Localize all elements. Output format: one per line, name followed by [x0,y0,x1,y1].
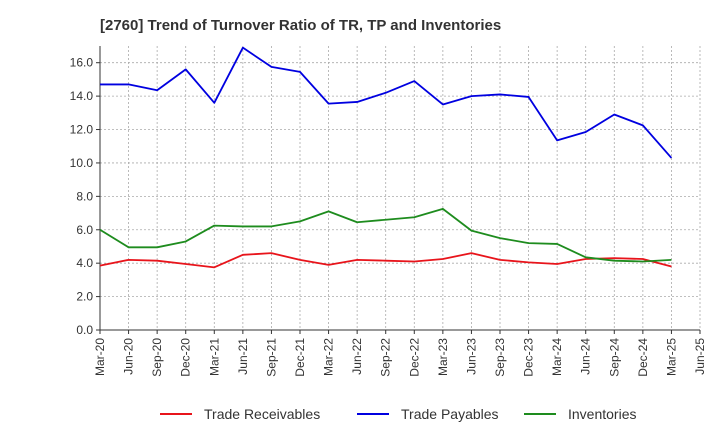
x-tick-label: Jun-21 [236,338,250,375]
y-tick-label: 0.0 [76,323,93,337]
x-tick-label: Jun-25 [693,338,707,375]
chart-title: [2760] Trend of Turnover Ratio of TR, TP… [100,17,501,34]
x-tick-label: Sep-20 [150,338,164,377]
series-line-3 [99,207,672,263]
x-tick-label: Dec-22 [407,338,421,377]
gridlines [99,46,701,331]
series-line-2 [100,46,673,159]
series-lines [99,46,673,269]
legend: Trade Receivables Trade Payables Inventori… [160,406,636,422]
y-tick-label: 6.0 [76,223,93,237]
x-tick-label: Sep-23 [493,338,507,377]
y-tick-label: 8.0 [76,189,93,203]
y-tick-label: 14.0 [70,89,94,103]
x-tick-label: Dec-23 [522,338,536,377]
legend-label: Inventories [568,406,636,422]
series-line-1 [99,252,672,269]
x-tick-label: Dec-24 [636,338,650,377]
x-tick-label: Mar-22 [322,338,336,376]
x-tick-label: Mar-23 [436,338,450,376]
x-tick-label: Mar-24 [550,338,564,376]
legend-label: Trade Payables [401,406,499,422]
x-tick-label: Jun-23 [464,338,478,375]
x-tick-label: Jun-20 [122,338,136,375]
y-tick-label: 12.0 [70,123,94,137]
x-tick-label: Dec-20 [179,338,193,377]
y-tick-label: 16.0 [70,56,94,70]
x-axis-ticks: Mar-20 Jun-20 Sep-20 Dec-20 Mar-21 Jun-21 Sep-… [93,330,707,377]
legend-label: Trade Receivables [204,406,320,422]
x-tick-label: Jun-22 [350,338,364,375]
x-tick-label: Mar-21 [207,338,221,376]
y-tick-label: 2.0 [76,290,93,304]
plot-area [100,46,700,330]
x-tick-label: Sep-22 [379,338,393,377]
axes [99,46,700,331]
x-tick-label: Sep-21 [264,338,278,377]
y-tick-label: 4.0 [76,256,93,270]
x-tick-label: Mar-20 [93,338,107,376]
x-tick-label: Mar-25 [664,338,678,376]
x-tick-label: Dec-21 [293,338,307,377]
x-tick-label: Jun-24 [579,338,593,375]
y-tick-label: 10.0 [70,156,94,170]
x-tick-label: Sep-24 [607,338,621,377]
y-axis-ticks: 0.0 2.0 4.0 6.0 8.0 10.0 12.0 14.0 16.0 [70,56,100,337]
